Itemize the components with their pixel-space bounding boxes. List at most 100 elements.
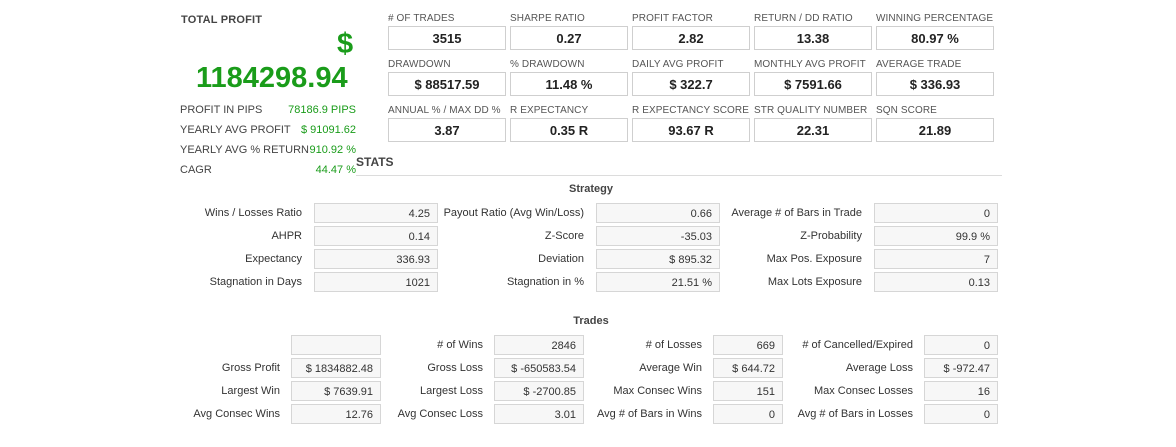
trade-stat-label: Avg Consec Loss	[397, 408, 483, 420]
metric-label: # OF TRADES	[388, 13, 455, 24]
metric-label: SQN SCORE	[876, 105, 937, 116]
total-profit-value: 1184298.94	[196, 62, 348, 94]
metric-value: 3515	[388, 26, 506, 50]
trade-stat-label: # of Wins	[437, 339, 483, 351]
metric-label: DRAWDOWN	[388, 59, 451, 70]
trade-stat-label: Max Consec Wins	[613, 385, 702, 397]
strategy-stat-label: Expectancy	[245, 253, 302, 265]
trade-stat-value: 2846	[494, 335, 584, 355]
trade-stat-value: $ 1834882.48	[291, 358, 381, 378]
strategy-stat-value: $ 895.32	[596, 249, 720, 269]
metric-card: # OF TRADES 3515	[388, 13, 506, 50]
strategy-stat-value: 4.25	[314, 203, 438, 223]
metric-card: PROFIT FACTOR 2.82	[632, 13, 750, 50]
trade-stat-label: Max Consec Losses	[813, 385, 913, 397]
trade-stat-value: 669	[713, 335, 783, 355]
metric-value: 80.97 %	[876, 26, 994, 50]
metric-label: R EXPECTANCY	[510, 105, 589, 116]
metric-label: MONTHLY AVG PROFIT	[754, 59, 866, 70]
trade-stat-value: 16	[924, 381, 998, 401]
metric-card: AVERAGE TRADE $ 336.93	[876, 59, 994, 96]
trade-stat-label: Gross Profit	[221, 362, 280, 374]
metric-value: 22.31	[754, 118, 872, 142]
trade-stat-label: Avg # of Bars in Losses	[797, 408, 913, 420]
strategy-stat-label: Average # of Bars in Trade	[731, 207, 862, 219]
metric-label: R EXPECTANCY SCORE	[632, 105, 750, 116]
trade-stat-value: $ -972.47	[924, 358, 998, 378]
strategy-stat-value: 99.9 %	[874, 226, 998, 246]
trade-stat-value: 3.01	[494, 404, 584, 424]
strategy-stat-label: Z-Score	[544, 230, 584, 242]
metric-card: R EXPECTANCY 0.35 R	[510, 105, 628, 142]
metric-label: STR QUALITY NUMBER	[754, 105, 868, 116]
metric-value: $ 88517.59	[388, 72, 506, 96]
trade-stat-value: 0	[713, 404, 783, 424]
trade-stat-label: Avg # of Bars in Wins	[597, 408, 702, 420]
metric-label: SHARPE RATIO	[510, 13, 585, 24]
metric-label: ANNUAL % / MAX DD %	[388, 105, 501, 116]
trade-stat-value: $ 644.72	[713, 358, 783, 378]
metric-card: MONTHLY AVG PROFIT $ 7591.66	[754, 59, 872, 96]
metric-card: STR QUALITY NUMBER 22.31	[754, 105, 872, 142]
strategy-stat-label: Max Pos. Exposure	[766, 253, 862, 265]
strategy-stat-value: 0	[874, 203, 998, 223]
metric-card: % DRAWDOWN 11.48 %	[510, 59, 628, 96]
metric-card: DRAWDOWN $ 88517.59	[388, 59, 506, 96]
trade-stat-label: # of Cancelled/Expired	[802, 339, 913, 351]
trade-stat-label: # of Losses	[645, 339, 702, 351]
metric-card: R EXPECTANCY SCORE 93.67 R	[632, 105, 750, 142]
metric-label: PROFIT FACTOR	[632, 13, 713, 24]
trade-stat-value: 0	[924, 335, 998, 355]
summary-row-label: CAGR	[180, 164, 212, 176]
trade-stat-value: 0	[924, 404, 998, 424]
metric-value: 93.67 R	[632, 118, 750, 142]
strategy-stat-value: 0.13	[874, 272, 998, 292]
summary-row-value: 910.92 %	[309, 144, 356, 156]
metric-label: AVERAGE TRADE	[876, 59, 962, 70]
trade-stat-value: $ -650583.54	[494, 358, 584, 378]
strategy-stat-label: Stagnation in %	[506, 276, 584, 288]
summary-row-value: 78186.9 PIPS	[288, 104, 356, 116]
strategy-stat-value: 7	[874, 249, 998, 269]
metric-label: DAILY AVG PROFIT	[632, 59, 724, 70]
metric-card: DAILY AVG PROFIT $ 322.7	[632, 59, 750, 96]
total-profit-label: TOTAL PROFIT	[181, 14, 263, 26]
currency-symbol: $	[337, 28, 354, 60]
strategy-stat-value: 1021	[314, 272, 438, 292]
metric-value: 0.35 R	[510, 118, 628, 142]
stats-divider	[356, 175, 1002, 176]
metric-value: 0.27	[510, 26, 628, 50]
metric-value: 2.82	[632, 26, 750, 50]
trade-stat-label: Average Loss	[845, 362, 913, 374]
metric-value: 3.87	[388, 118, 506, 142]
summary-row-label: YEARLY AVG PROFIT	[180, 124, 291, 136]
strategy-stat-label: Z-Probability	[800, 230, 862, 242]
trade-stat-value: $ 7639.91	[291, 381, 381, 401]
strategy-stat-label: Stagnation in Days	[209, 276, 302, 288]
trade-stat-value: $ -2700.85	[494, 381, 584, 401]
strategy-stat-label: Deviation	[538, 253, 584, 265]
metric-label: RETURN / DD RATIO	[754, 13, 853, 24]
strategy-stat-value: 336.93	[314, 249, 438, 269]
metric-card: RETURN / DD RATIO 13.38	[754, 13, 872, 50]
trade-stat-value: 151	[713, 381, 783, 401]
metric-value: $ 7591.66	[754, 72, 872, 96]
trade-stat-label: Avg Consec Wins	[193, 408, 280, 420]
trade-stat-value: 12.76	[291, 404, 381, 424]
metric-value: $ 336.93	[876, 72, 994, 96]
strategy-stat-label: Wins / Losses Ratio	[204, 207, 302, 219]
summary-row-value: $ 91091.62	[300, 124, 356, 136]
metric-value: 21.89	[876, 118, 994, 142]
metric-card: SHARPE RATIO 0.27	[510, 13, 628, 50]
summary-row-value: 44.47 %	[315, 164, 356, 176]
trade-stat-label: Largest Loss	[420, 385, 483, 397]
metric-card: SQN SCORE 21.89	[876, 105, 994, 142]
metric-card: WINNING PERCENTAGE 80.97 %	[876, 13, 994, 50]
metric-label: WINNING PERCENTAGE	[876, 13, 994, 24]
strategy-stat-value: 0.14	[314, 226, 438, 246]
strategy-stat-label: Max Lots Exposure	[767, 276, 862, 288]
metric-value: 11.48 %	[510, 72, 628, 96]
metric-card: ANNUAL % / MAX DD % 3.87	[388, 105, 506, 142]
summary-row: YEARLY AVG % RETURN 910.92 %	[180, 144, 356, 156]
summary-row: CAGR 44.47 %	[180, 164, 356, 176]
